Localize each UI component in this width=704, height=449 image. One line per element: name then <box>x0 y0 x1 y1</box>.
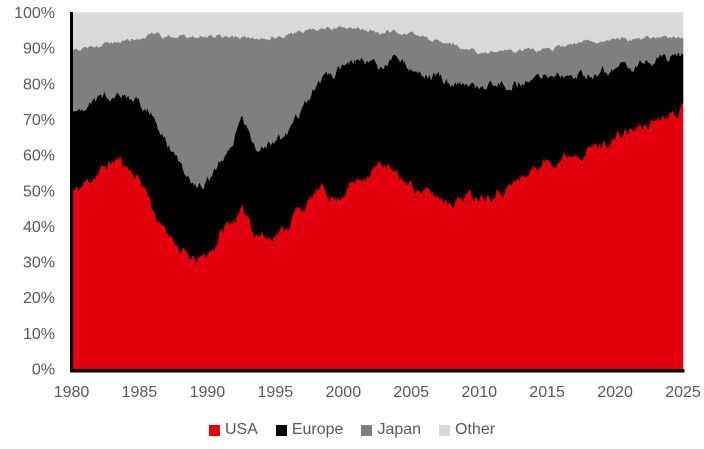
x-axis-tick-label: 2015 <box>529 384 565 401</box>
legend-label-europe: Europe <box>291 421 344 438</box>
x-axis-tick-label: 1990 <box>190 384 226 401</box>
legend-item-usa: USA <box>208 421 258 439</box>
y-axis-tick-label: 90% <box>23 41 55 58</box>
y-axis-line <box>70 12 73 373</box>
legend-swatch-usa <box>208 424 220 436</box>
y-axis-tick-label: 10% <box>23 326 55 343</box>
legend-swatch-japan <box>361 424 373 436</box>
legend-label-japan: Japan <box>377 421 422 438</box>
legend-item-other: Other <box>439 421 495 439</box>
stacked-area-chart: 0% 10% 20% 30% 40% 50% 60% 70% 80% 90% 100% 1980 198… <box>14 5 701 401</box>
y-axis-tick-label: 80% <box>23 76 55 93</box>
x-axis-line <box>70 369 685 373</box>
y-axis-tick-label: 50% <box>23 183 55 200</box>
y-axis-tick-label: 20% <box>23 290 55 307</box>
x-axis-tick-label: 2000 <box>326 384 362 401</box>
legend-item-japan: Japan <box>361 421 421 439</box>
x-axis-tick-label: 2005 <box>393 384 429 401</box>
x-axis-tick-label: 1985 <box>122 384 158 401</box>
chart-legend: USA Europe Japan Other <box>0 418 704 442</box>
legend-label-other: Other <box>455 421 496 438</box>
legend-item-europe: Europe <box>275 421 344 439</box>
y-axis-tick-label: 40% <box>23 219 55 236</box>
x-axis-tick-label: 1995 <box>258 384 294 401</box>
x-axis-tick-label: 2020 <box>597 384 633 401</box>
x-axis-tick-label: 2010 <box>461 384 497 401</box>
y-axis-tick-label: 30% <box>23 255 55 272</box>
y-axis-tick-label: 100% <box>14 5 55 22</box>
y-axis-tick-label: 60% <box>23 148 55 165</box>
legend-label-usa: USA <box>224 421 258 438</box>
y-axis-tick-label: 70% <box>23 112 55 129</box>
x-axis-tick-label: 1980 <box>54 384 90 401</box>
y-axis-tick-label: 0% <box>32 362 55 379</box>
legend-swatch-europe <box>275 424 287 436</box>
area-usa <box>71 103 684 370</box>
x-axis-tick-label: 2025 <box>665 384 701 401</box>
legend-swatch-other <box>439 424 451 436</box>
